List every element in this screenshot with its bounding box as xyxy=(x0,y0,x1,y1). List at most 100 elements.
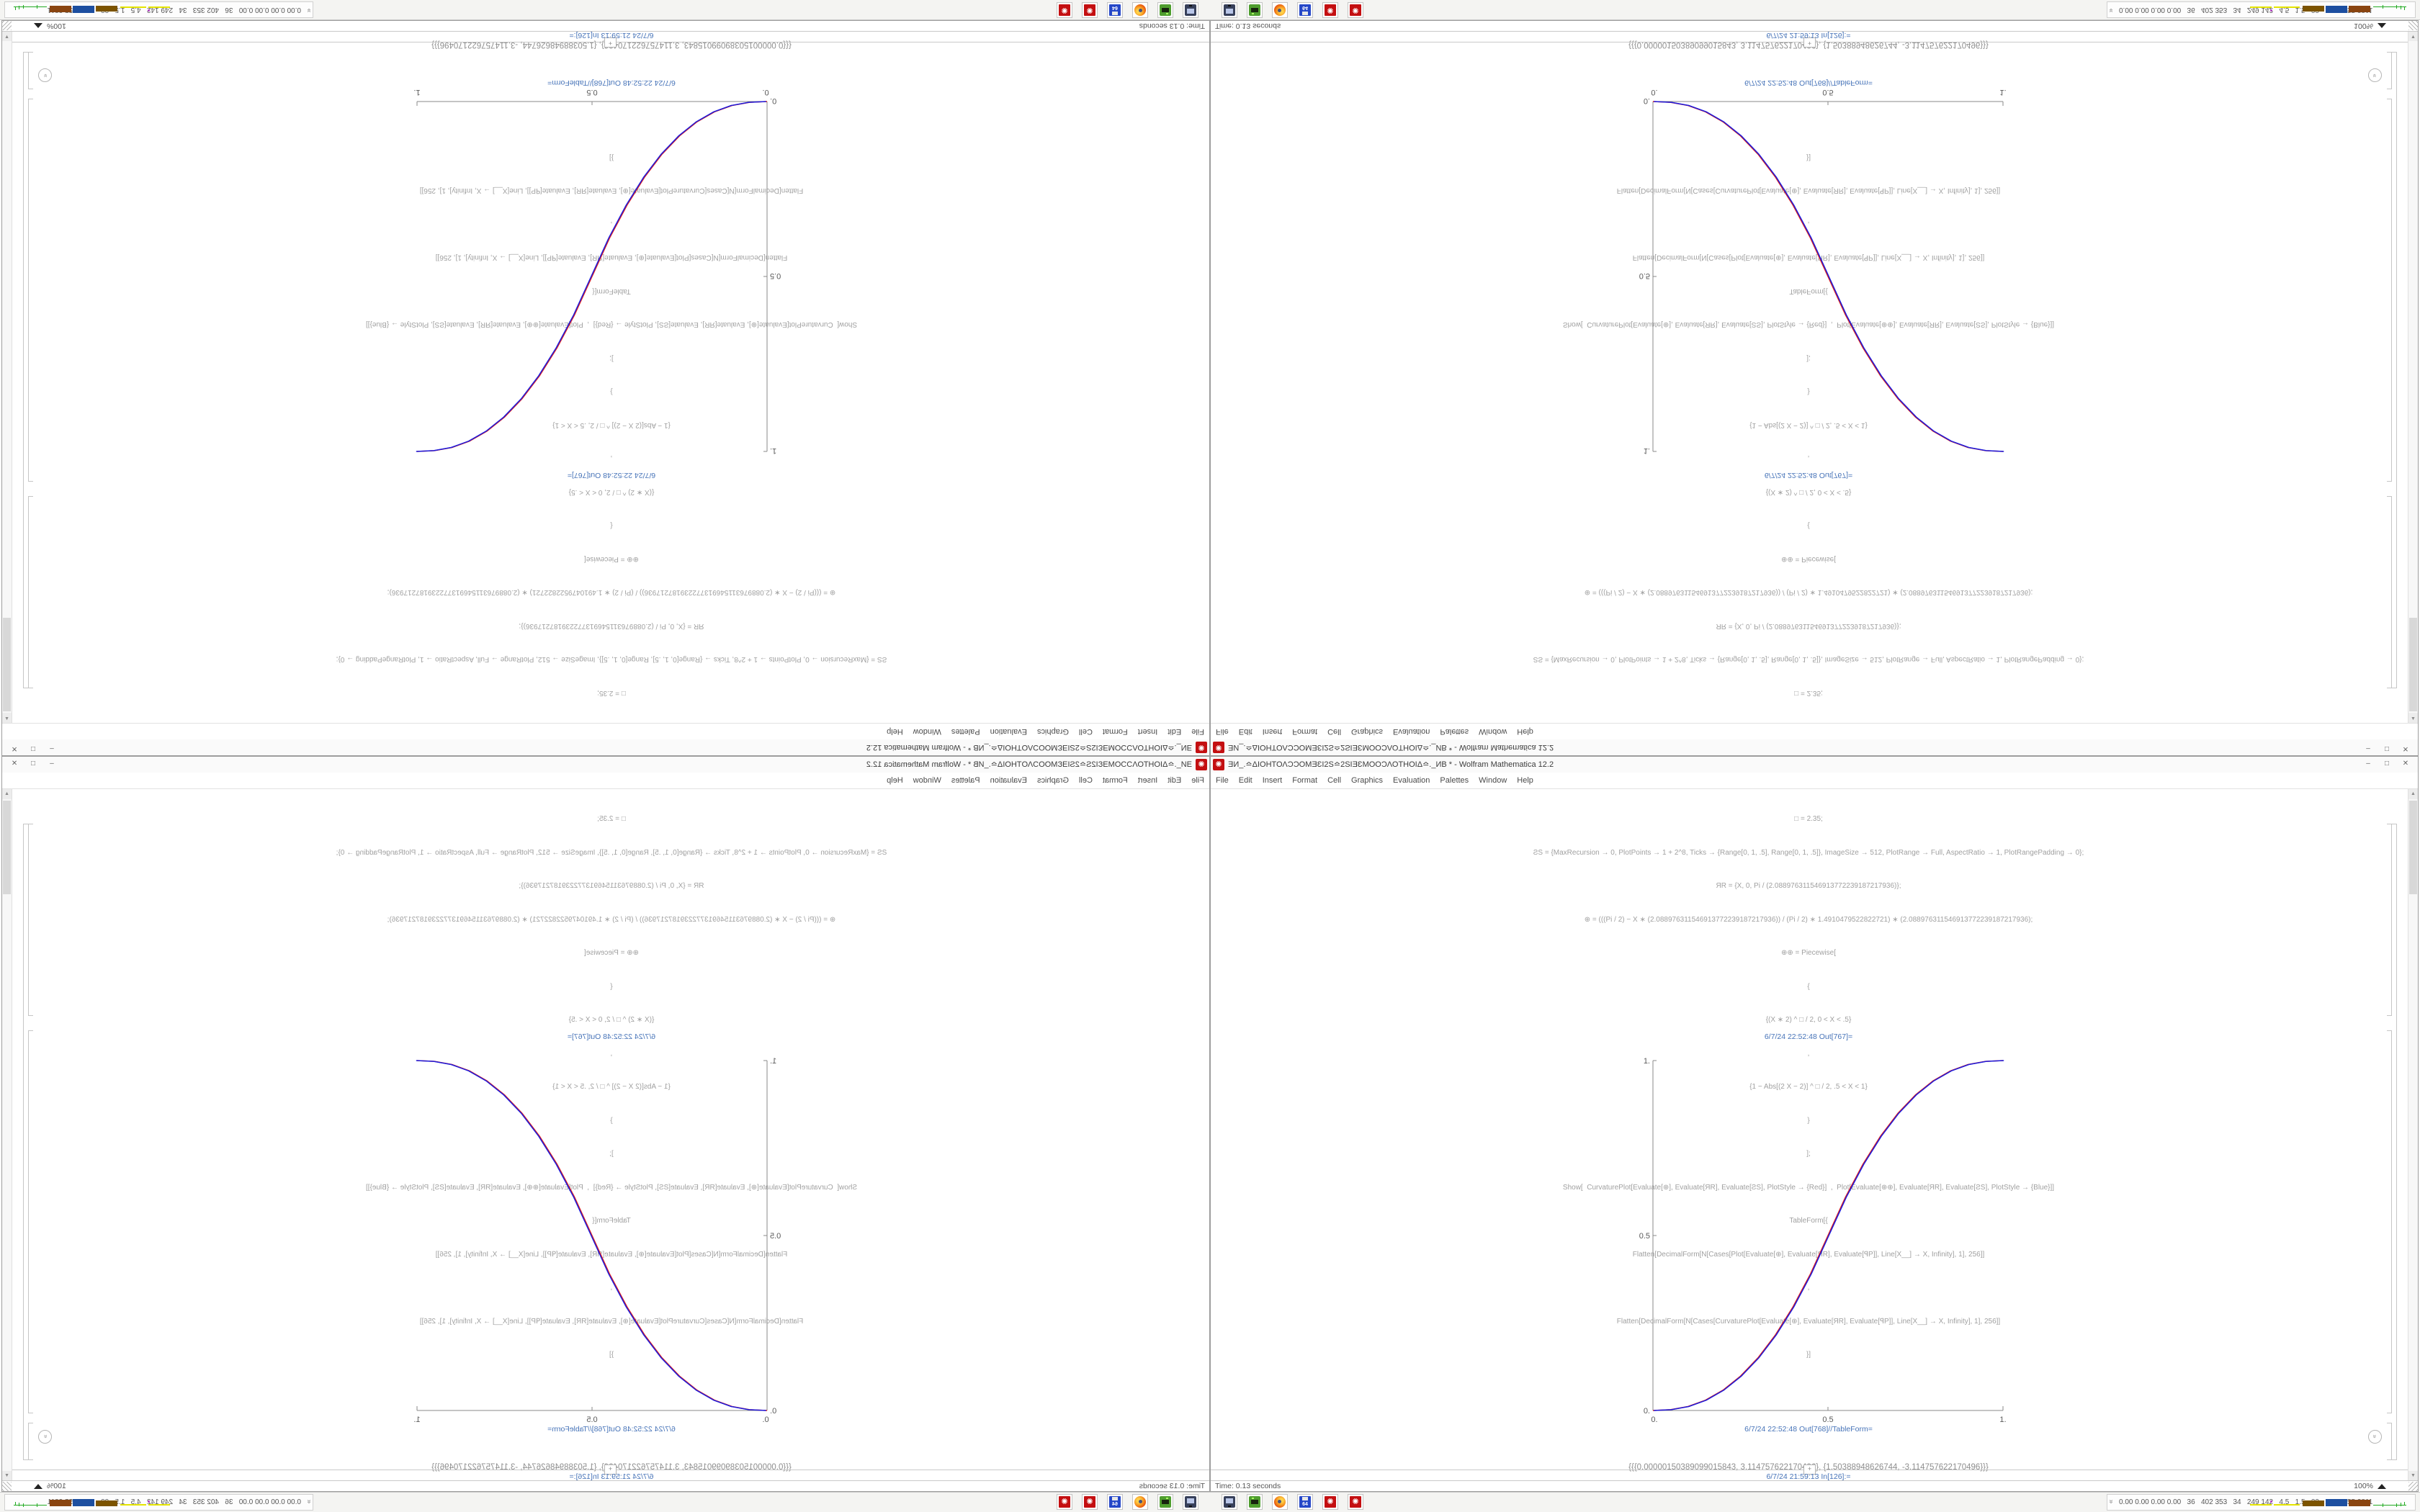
mathematica-spikey-icon[interactable]: ✺ xyxy=(1348,1494,1363,1510)
green-terminal-icon[interactable] xyxy=(1247,2,1263,18)
menu-palettes[interactable]: Palettes xyxy=(1440,776,1469,785)
menu-file[interactable]: File xyxy=(1191,776,1204,785)
close-button[interactable]: ✕ xyxy=(2402,760,2409,768)
menu-insert[interactable]: Insert xyxy=(1262,727,1283,736)
floppy-64-icon[interactable]: 64 xyxy=(1107,1494,1123,1510)
menu-evaluation[interactable]: Evaluation xyxy=(1393,727,1430,736)
maximize-button[interactable]: □ xyxy=(2384,744,2390,752)
cell-bracket-group[interactable] xyxy=(23,52,28,688)
menu-evaluation[interactable]: Evaluation xyxy=(1393,776,1430,785)
menu-cell[interactable]: Cell xyxy=(1327,727,1342,736)
scroll-up-arrow[interactable]: ▲ xyxy=(2,713,12,723)
menu-insert[interactable]: Insert xyxy=(1262,776,1283,785)
menu-window[interactable]: Window xyxy=(913,727,941,736)
cell-bracket-group[interactable] xyxy=(2392,52,2397,688)
maximize-button[interactable]: □ xyxy=(30,760,36,768)
menu-edit[interactable]: Edit xyxy=(1238,776,1252,785)
tray-expander-chevron-icon[interactable]: « xyxy=(305,1499,313,1504)
magnification-popup-arrow[interactable] xyxy=(34,23,42,28)
firefox-icon[interactable] xyxy=(1272,1494,1288,1510)
jump-to-end-button[interactable]: » xyxy=(38,1430,52,1444)
mathematica-spikey-icon[interactable]: ✺ xyxy=(1348,2,1363,18)
mathematica-spikey-icon[interactable]: ✺ xyxy=(1322,1494,1338,1510)
system-monitor-tray[interactable]: « 0.00 0.00 0.00 0.00 36 402 353 34 249 … xyxy=(2107,1494,2416,1511)
menu-graphics[interactable]: Graphics xyxy=(1036,776,1069,785)
cell-bracket-group[interactable] xyxy=(23,824,28,1460)
jump-to-end-button[interactable]: » xyxy=(38,68,52,82)
zoom-level[interactable]: 100% xyxy=(2354,22,2373,30)
close-button[interactable]: ✕ xyxy=(11,744,18,752)
minimize-button[interactable]: – xyxy=(50,744,54,752)
maximize-button[interactable]: □ xyxy=(2384,760,2390,768)
cell-bracket-input[interactable] xyxy=(2387,496,2392,688)
tray-expander-chevron-icon[interactable]: « xyxy=(305,8,313,13)
title-bar[interactable]: ✺ ƎИ_.≏ΔΙΟΗΤΟΛϽϽΟΜƎƐΙ2S≏2SΙƎƐΜΟΟϽΛΟΤΗΟΙΔ… xyxy=(1211,739,2418,755)
firefox-icon[interactable] xyxy=(1132,2,1148,18)
menu-format[interactable]: Format xyxy=(1292,776,1318,785)
menu-insert[interactable]: Insert xyxy=(1137,727,1158,736)
menu-window[interactable]: Window xyxy=(913,776,941,785)
screen-capture-icon[interactable] xyxy=(1222,1494,1237,1510)
notebook-area[interactable]: □ = 2.35; ƧS = {MaxRecursion → 0, PlotPo… xyxy=(1211,1,2408,723)
menu-file[interactable]: File xyxy=(1216,776,1229,785)
menu-cell[interactable]: Cell xyxy=(1078,727,1093,736)
scroll-up-arrow[interactable]: ▲ xyxy=(2408,713,2418,723)
mathematica-spikey-icon[interactable]: ✺ xyxy=(1082,2,1098,18)
cell-bracket-table-output[interactable] xyxy=(28,1423,33,1460)
mathematica-spikey-icon[interactable]: ✺ xyxy=(1057,2,1072,18)
close-button[interactable]: ✕ xyxy=(11,760,18,768)
menu-cell[interactable]: Cell xyxy=(1327,776,1342,785)
menu-palettes[interactable]: Palettes xyxy=(951,727,980,736)
cell-bracket-plot-output[interactable] xyxy=(28,99,33,482)
menu-window[interactable]: Window xyxy=(1479,727,1507,736)
screen-capture-icon[interactable] xyxy=(1183,1494,1198,1510)
minimize-button[interactable]: – xyxy=(2366,760,2370,768)
zoom-level[interactable]: 100% xyxy=(47,1482,66,1490)
scroll-down-arrow[interactable]: ▼ xyxy=(2,31,12,41)
system-monitor-tray[interactable]: « 0.00 0.00 0.00 0.00 36 402 353 34 249 … xyxy=(2107,1,2416,18)
cell-bracket-input[interactable] xyxy=(2387,824,2392,1016)
floppy-64-icon[interactable]: 64 xyxy=(1107,2,1123,18)
magnification-popup-arrow[interactable] xyxy=(2378,1484,2386,1489)
minimize-button[interactable]: – xyxy=(50,760,54,768)
menu-edit[interactable]: Edit xyxy=(1168,727,1182,736)
menu-help[interactable]: Help xyxy=(1517,776,1533,785)
scrollbar-thumb[interactable] xyxy=(2409,618,2417,711)
cell-bracket-input[interactable] xyxy=(28,496,33,688)
menu-palettes[interactable]: Palettes xyxy=(1440,727,1469,736)
menu-help[interactable]: Help xyxy=(1517,727,1533,736)
floppy-64-icon[interactable]: 64 xyxy=(1297,2,1313,18)
title-bar[interactable]: ✺ ƎИ_.≏ΔΙΟΗΤΟΛϽϽΟΜƎƐΙ2S≏2SΙƎƐΜΟΟϽΛΟΤΗΟΙΔ… xyxy=(2,757,1209,773)
resize-grip[interactable] xyxy=(2408,21,2418,30)
scrollbar-thumb[interactable] xyxy=(3,618,11,711)
tray-expander-chevron-icon[interactable]: « xyxy=(2107,8,2115,13)
magnification-popup-arrow[interactable] xyxy=(34,1484,42,1489)
menu-window[interactable]: Window xyxy=(1479,776,1507,785)
menu-format[interactable]: Format xyxy=(1102,727,1128,736)
scroll-up-arrow[interactable]: ▲ xyxy=(2408,789,2418,799)
scrollbar-thumb[interactable] xyxy=(3,801,11,894)
menu-graphics[interactable]: Graphics xyxy=(1351,776,1384,785)
close-button[interactable]: ✕ xyxy=(2402,744,2409,752)
menu-file[interactable]: File xyxy=(1216,727,1229,736)
jump-to-end-button[interactable]: » xyxy=(2368,68,2382,82)
menu-edit[interactable]: Edit xyxy=(1238,727,1252,736)
cell-bracket-table-output[interactable] xyxy=(28,52,33,89)
input-cell-code[interactable]: □ = 2.35; ƧS = {MaxRecursion → 0, PlotPo… xyxy=(1533,815,2084,1359)
cell-bracket-input[interactable] xyxy=(28,824,33,1016)
scroll-up-arrow[interactable]: ▲ xyxy=(2,789,12,799)
firefox-icon[interactable] xyxy=(1132,1494,1148,1510)
notebook-area[interactable]: □ = 2.35; ƧS = {MaxRecursion → 0, PlotPo… xyxy=(12,789,1209,1511)
firefox-icon[interactable] xyxy=(1272,2,1288,18)
cell-bracket-table-output[interactable] xyxy=(2387,52,2392,89)
menu-cell[interactable]: Cell xyxy=(1078,776,1093,785)
menu-graphics[interactable]: Graphics xyxy=(1351,727,1384,736)
vertical-scrollbar[interactable]: ▲ ▼ xyxy=(2408,789,2418,1481)
zoom-level[interactable]: 100% xyxy=(47,22,66,30)
cell-bracket-plot-output[interactable] xyxy=(2387,1030,2392,1413)
zoom-level[interactable]: 100% xyxy=(2354,1482,2373,1490)
tray-expander-chevron-icon[interactable]: « xyxy=(2107,1499,2115,1504)
green-terminal-icon[interactable] xyxy=(1157,2,1173,18)
system-monitor-tray[interactable]: « 0.00 0.00 0.00 0.00 36 402 353 34 249 … xyxy=(4,1,313,18)
menu-format[interactable]: Format xyxy=(1292,727,1318,736)
